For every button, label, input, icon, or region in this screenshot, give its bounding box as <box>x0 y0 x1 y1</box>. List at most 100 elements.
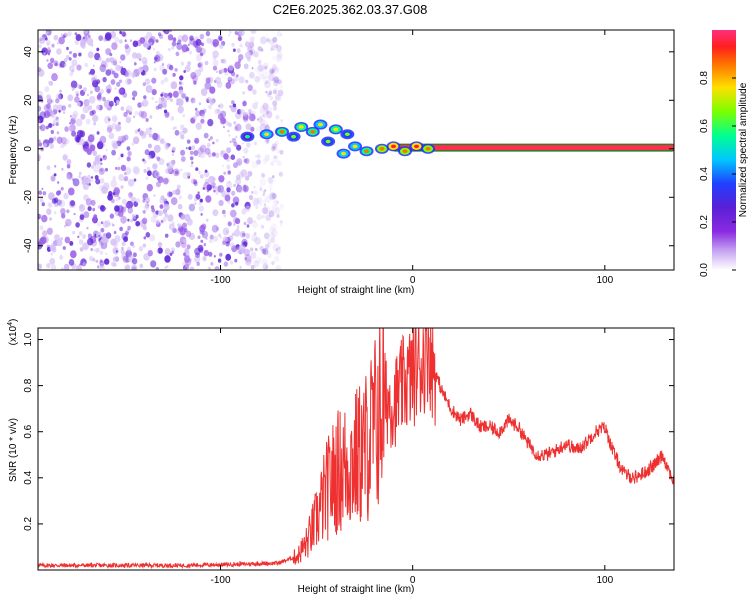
noise-speck <box>203 170 210 178</box>
noise-speck <box>262 263 269 270</box>
noise-speck <box>143 95 147 100</box>
noise-speck <box>163 30 170 35</box>
noise-speck <box>197 191 200 195</box>
noise-speck <box>271 261 275 265</box>
noise-speck <box>249 247 254 252</box>
noise-speck <box>214 266 220 270</box>
noise-speck <box>195 122 202 130</box>
snr-multiplier-prefix: (x10 <box>8 325 19 345</box>
noise-speck <box>269 192 276 201</box>
noise-speck <box>205 30 211 37</box>
noise-speck <box>99 158 103 162</box>
noise-speck <box>276 31 282 37</box>
noise-speck <box>263 62 269 70</box>
noise-speck <box>151 77 157 84</box>
noise-speck <box>126 146 131 151</box>
noise-speck <box>115 250 118 253</box>
noise-speck <box>167 191 173 198</box>
snr-x-axis-label: Height of straight line (km) <box>298 584 415 595</box>
noise-speck <box>236 158 243 166</box>
noise-speck <box>121 31 126 37</box>
noise-speck <box>99 88 104 95</box>
noise-speck <box>142 82 146 87</box>
noise-speck <box>215 70 219 74</box>
noise-speck <box>262 158 268 165</box>
noise-speck <box>206 98 209 102</box>
noise-speck <box>186 139 191 144</box>
noise-speck <box>166 265 169 268</box>
noise-speck <box>267 250 270 254</box>
noise-speck <box>247 84 253 92</box>
noise-speck <box>243 207 246 211</box>
noise-speck <box>102 182 110 191</box>
noise-speck <box>203 243 207 247</box>
noise-speck <box>98 234 101 238</box>
noise-speck <box>45 31 49 35</box>
colorbar: 0.0 0.2 0.4 0.6 0.8 Normalized spectral ampl… <box>699 30 749 277</box>
noise-speck <box>112 142 119 150</box>
noise-speck <box>183 252 187 257</box>
noise-speck <box>126 156 131 162</box>
noise-speck <box>38 68 45 77</box>
noise-speck <box>86 226 89 230</box>
noise-speck <box>236 184 243 193</box>
noise-speck <box>192 75 198 83</box>
noise-speck <box>274 155 277 159</box>
noise-speck <box>203 181 211 190</box>
noise-speck <box>60 187 64 191</box>
noise-speck <box>169 252 173 256</box>
noise-speck <box>108 190 113 197</box>
noise-speck <box>171 146 176 152</box>
noise-speck <box>163 203 170 211</box>
noise-speck <box>121 198 127 205</box>
noise-speck <box>130 219 134 223</box>
noise-speck <box>43 110 51 119</box>
noise-speck <box>198 171 201 175</box>
noise-speck <box>88 255 94 262</box>
noise-speck <box>241 249 245 254</box>
noise-speck <box>219 43 224 49</box>
noise-speck <box>209 86 216 94</box>
noise-speck <box>130 39 132 42</box>
noise-speck <box>193 115 198 121</box>
x-tick-label: 100 <box>596 275 613 286</box>
noise-speck <box>245 79 249 84</box>
noise-speck <box>187 193 193 200</box>
noise-speck <box>245 258 252 266</box>
noise-speck <box>140 132 147 139</box>
noise-speck <box>222 125 225 129</box>
noise-speck <box>166 95 171 101</box>
noise-speck <box>52 104 59 111</box>
noise-speck <box>62 34 66 39</box>
noise-speck <box>200 88 208 97</box>
noise-speck <box>270 237 276 244</box>
noise-speck <box>263 258 268 264</box>
noise-speck <box>250 126 255 132</box>
noise-speck <box>242 100 247 107</box>
noise-speck <box>274 93 282 102</box>
noise-speck <box>140 102 145 107</box>
noise-speck <box>155 172 159 176</box>
noise-speck <box>279 220 283 224</box>
noise-speck <box>180 134 185 140</box>
noise-speck <box>245 175 250 181</box>
noise-speck <box>202 256 207 262</box>
noise-speck <box>245 255 252 264</box>
noise-speck <box>250 265 255 270</box>
noise-speck <box>125 50 130 56</box>
signal-blob-core <box>414 144 420 149</box>
noise-speck <box>272 105 278 111</box>
noise-speck <box>56 41 60 45</box>
noise-speck <box>38 142 43 147</box>
noise-speck <box>190 145 196 151</box>
noise-speck <box>56 48 62 55</box>
noise-speck <box>203 108 207 113</box>
noise-speck <box>84 62 88 68</box>
noise-speck <box>125 78 132 86</box>
noise-speck <box>90 199 96 206</box>
noise-speck <box>97 265 100 269</box>
noise-speck <box>108 118 111 122</box>
noise-speck <box>163 210 167 215</box>
noise-speck <box>189 35 194 41</box>
